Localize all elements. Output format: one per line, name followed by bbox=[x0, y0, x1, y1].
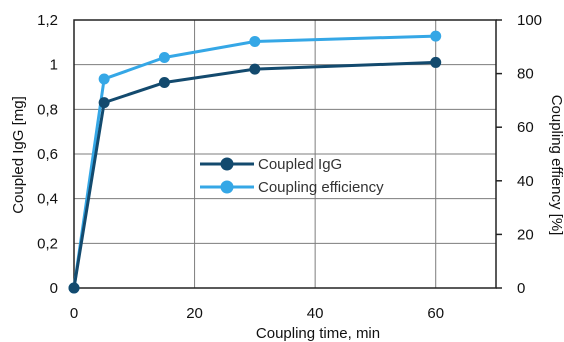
x-axis-ticks: 0 20 40 60 bbox=[70, 305, 444, 322]
legend-label: Coupling efficiency bbox=[258, 179, 384, 196]
data-point bbox=[249, 35, 261, 47]
series-line bbox=[72, 60, 436, 289]
x-tick-label: 0 bbox=[70, 305, 78, 322]
legend-item: Coupling efficiency bbox=[200, 179, 384, 196]
y-right-axis-label: Coupling effiency [%] bbox=[548, 95, 564, 236]
legend-item: Coupled IgG bbox=[200, 156, 342, 173]
data-point bbox=[430, 30, 442, 42]
y-right-tick-label: 40 bbox=[517, 173, 534, 190]
data-point bbox=[158, 52, 170, 64]
legend: Coupled IgG Coupling efficiency bbox=[200, 156, 384, 196]
y-right-tick-label: 0 bbox=[517, 280, 525, 297]
x-tick-label: 40 bbox=[307, 305, 324, 322]
series-coupled-igg bbox=[68, 56, 442, 294]
y-left-tick-label: 0,6 bbox=[37, 146, 58, 163]
legend-swatch-marker bbox=[220, 157, 234, 171]
x-axis-label: Coupling time, min bbox=[256, 325, 380, 342]
data-point bbox=[98, 73, 110, 85]
x-tick-label: 20 bbox=[186, 305, 203, 322]
y-left-axis-ticks: 0 0,2 0,4 0,6 0,8 1 1,2 bbox=[37, 12, 58, 297]
y-left-tick-label: 1,2 bbox=[37, 12, 58, 29]
y-right-tick-label: 100 bbox=[517, 12, 542, 29]
y-right-tick-label: 80 bbox=[517, 66, 534, 83]
plot-frame bbox=[73, 19, 497, 289]
y-right-tick-label: 20 bbox=[517, 226, 534, 243]
data-point bbox=[249, 63, 261, 75]
y-left-tick-label: 0,8 bbox=[37, 101, 58, 118]
data-point bbox=[98, 97, 110, 109]
y-left-tick-label: 0 bbox=[50, 280, 58, 297]
data-point bbox=[430, 56, 442, 68]
y-left-tick-label: 0,4 bbox=[37, 191, 58, 208]
legend-swatch-marker bbox=[220, 180, 234, 194]
legend-label: Coupled IgG bbox=[258, 156, 342, 173]
y-left-axis-label: Coupled IgG [mg] bbox=[10, 96, 27, 214]
y-left-tick-label: 1 bbox=[50, 57, 58, 74]
data-point bbox=[158, 77, 170, 89]
y-right-axis-ticks: 0 20 40 60 80 100 bbox=[496, 12, 542, 297]
series-layer bbox=[68, 30, 442, 294]
y-left-tick-label: 0,2 bbox=[37, 235, 58, 252]
data-point bbox=[68, 282, 80, 294]
y-right-tick-label: 60 bbox=[517, 119, 534, 136]
x-tick-label: 60 bbox=[427, 305, 444, 322]
